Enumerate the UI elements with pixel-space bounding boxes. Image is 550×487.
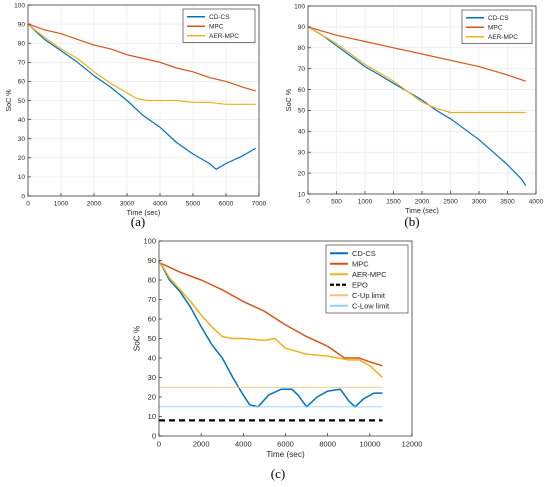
y-tick-label: 40 — [148, 354, 156, 363]
y-tick-label: 40 — [18, 117, 26, 124]
series-line-cd-cs — [27, 23, 256, 170]
x-tick-label: 2500 — [443, 199, 458, 206]
series-line-mpc — [307, 26, 526, 82]
x-tick-label: 1500 — [386, 199, 401, 206]
y-axis-label: SoC % — [133, 326, 142, 351]
legend-box — [325, 244, 409, 314]
x-axis-label: Time (sec) — [127, 208, 161, 217]
legend-label: MPC — [488, 25, 503, 32]
y-tick-label: 30 — [298, 149, 306, 156]
legend-label: EPO — [352, 280, 368, 289]
y-tick-label: 90 — [298, 24, 306, 31]
caption-a: (a) — [131, 214, 145, 229]
y-tick-label: 10 — [298, 191, 306, 198]
x-tick-label: 12000 — [402, 440, 423, 449]
x-tick-label: 2000 — [415, 199, 430, 206]
x-tick-label: 6000 — [219, 201, 234, 208]
legend-label: C-Up limit — [352, 291, 386, 300]
x-tick-label: 3500 — [500, 199, 515, 206]
y-tick-label: 0 — [152, 432, 156, 441]
y-tick-label: 90 — [18, 21, 26, 28]
y-tick-label: 60 — [148, 315, 156, 324]
y-tick-label: 0 — [21, 193, 25, 200]
y-tick-label: 50 — [148, 334, 156, 343]
y-tick-label: 80 — [18, 40, 26, 47]
legend-label: C-Low limit — [352, 301, 390, 310]
legend-label: AER-MPC — [488, 34, 518, 41]
x-tick-label: 4000 — [235, 440, 252, 449]
x-tick-label: 0 — [157, 440, 161, 449]
series-line-cd-cs — [307, 26, 527, 186]
y-tick-label: 70 — [148, 295, 156, 304]
x-tick-label: 2000 — [193, 440, 210, 449]
series-line-aer-mpc — [27, 23, 256, 105]
x-tick-label: 3000 — [472, 199, 487, 206]
y-tick-label: 60 — [18, 79, 26, 86]
y-tick-label: 10 — [148, 412, 156, 421]
y-axis-label: SoC % — [4, 89, 13, 112]
legend-label: AER-MPC — [209, 33, 239, 40]
legend-label: CD-CS — [488, 15, 509, 22]
x-tick-label: 0 — [26, 201, 30, 208]
x-tick-label: 2000 — [87, 201, 102, 208]
legend-label: CD-CS — [209, 14, 230, 21]
y-axis-label: SoC % — [284, 88, 293, 111]
y-tick-label: 50 — [298, 108, 306, 115]
y-tick-label: 70 — [18, 60, 26, 67]
x-tick-label: 6000 — [277, 440, 294, 449]
series-line-aer-mpc — [158, 260, 384, 379]
y-tick-label: 100 — [294, 3, 305, 10]
x-axis-label: Time (sec) — [405, 206, 439, 215]
x-tick-label: 1000 — [54, 201, 69, 208]
series-line-cd-cs — [158, 260, 383, 408]
series-line-mpc — [27, 23, 256, 92]
x-axis-label: Time (sec) — [266, 450, 305, 459]
x-tick-label: 1000 — [358, 199, 373, 206]
y-tick-label: 100 — [143, 237, 156, 246]
x-tick-label: 7000 — [252, 201, 267, 208]
y-tick-label: 70 — [298, 66, 306, 73]
caption-c: (c) — [271, 466, 285, 481]
y-tick-label: 100 — [14, 2, 25, 9]
series-line-mpc — [158, 261, 383, 367]
x-tick-label: 4000 — [153, 201, 168, 208]
legend-label: MPC — [209, 24, 224, 31]
x-tick-label: 5000 — [186, 201, 201, 208]
y-tick-label: 60 — [298, 87, 306, 94]
y-tick-label: 80 — [148, 276, 156, 285]
legend-label: CD-CS — [352, 249, 376, 258]
chart-panel-c: 0 2000 4000 6000 8000 10000 12000 0 10 20 30 40 50 60… — [133, 237, 423, 459]
y-tick-label: 20 — [148, 393, 156, 402]
chart-panel-a: 0 1000 2000 3000 4000 5000 6000 7000 0 10 20 30 40 50… — [4, 2, 267, 217]
y-tick-label: 20 — [18, 155, 26, 162]
chart-panel-b: 0 500 1000 1500 2000 2500 3000 3500 4000 10 20 30 40… — [284, 3, 544, 215]
series-line-aer-mpc — [307, 26, 526, 114]
y-tick-label: 30 — [148, 373, 156, 382]
y-tick-label: 40 — [298, 129, 306, 136]
y-tick-label: 50 — [18, 98, 26, 105]
x-tick-label: 10000 — [359, 440, 380, 449]
x-tick-label: 3000 — [120, 201, 135, 208]
x-tick-label: 8000 — [319, 440, 336, 449]
y-tick-label: 30 — [18, 136, 26, 143]
y-tick-label: 90 — [148, 256, 156, 265]
x-tick-label: 500 — [331, 199, 342, 206]
legend-label: AER-MPC — [352, 270, 387, 279]
x-tick-label: 0 — [306, 199, 310, 206]
x-tick-label: 4000 — [529, 199, 544, 206]
caption-b: (b) — [404, 214, 419, 229]
legend-label: MPC — [352, 259, 369, 268]
y-tick-label: 10 — [18, 174, 26, 181]
y-tick-label: 80 — [298, 45, 306, 52]
y-tick-label: 20 — [298, 170, 306, 177]
